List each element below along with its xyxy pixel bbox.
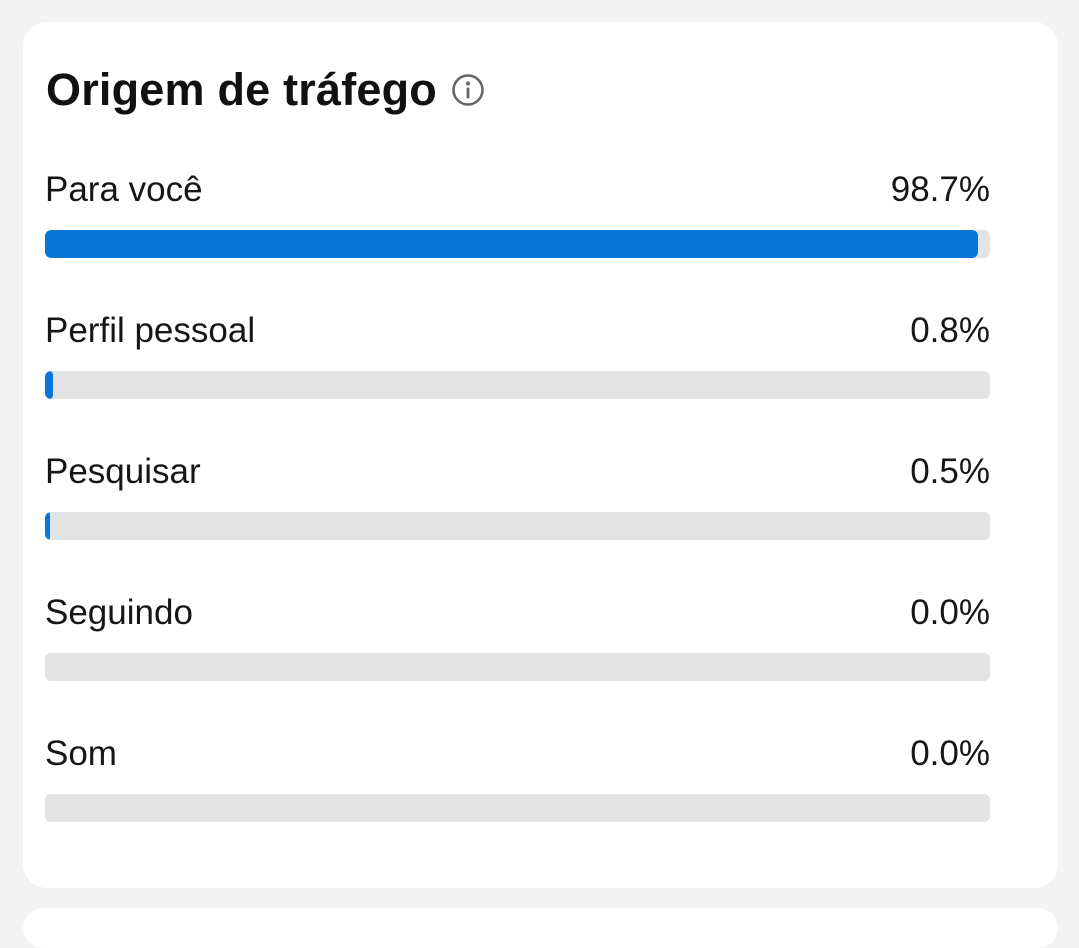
list-item: Som 0.0% xyxy=(45,729,990,870)
next-card xyxy=(23,908,1058,948)
progress-fill xyxy=(45,230,978,258)
list-item: Para você 98.7% xyxy=(45,165,990,306)
progress-track xyxy=(45,371,990,399)
progress-track xyxy=(45,794,990,822)
card-header: Origem de tráfego xyxy=(46,62,485,118)
source-percentage: 0.0% xyxy=(910,593,990,632)
source-label: Som xyxy=(45,734,117,773)
traffic-source-list: Para você 98.7% Perfil pessoal 0.8% Pesq… xyxy=(45,165,990,870)
progress-fill xyxy=(45,371,53,399)
list-item: Seguindo 0.0% xyxy=(45,588,990,729)
progress-fill xyxy=(45,512,50,540)
traffic-source-card xyxy=(23,22,1058,888)
source-percentage: 0.0% xyxy=(910,734,990,773)
list-item: Pesquisar 0.5% xyxy=(45,447,990,588)
source-percentage: 98.7% xyxy=(890,170,990,209)
source-label: Para você xyxy=(45,170,203,209)
source-percentage: 0.5% xyxy=(910,452,990,491)
card-title: Origem de tráfego xyxy=(46,64,437,115)
progress-track xyxy=(45,653,990,681)
source-label: Pesquisar xyxy=(45,452,201,491)
info-icon[interactable] xyxy=(451,73,485,107)
progress-track xyxy=(45,512,990,540)
progress-track xyxy=(45,230,990,258)
source-percentage: 0.8% xyxy=(910,311,990,350)
source-label: Seguindo xyxy=(45,593,193,632)
source-label: Perfil pessoal xyxy=(45,311,256,350)
list-item: Perfil pessoal 0.8% xyxy=(45,306,990,447)
